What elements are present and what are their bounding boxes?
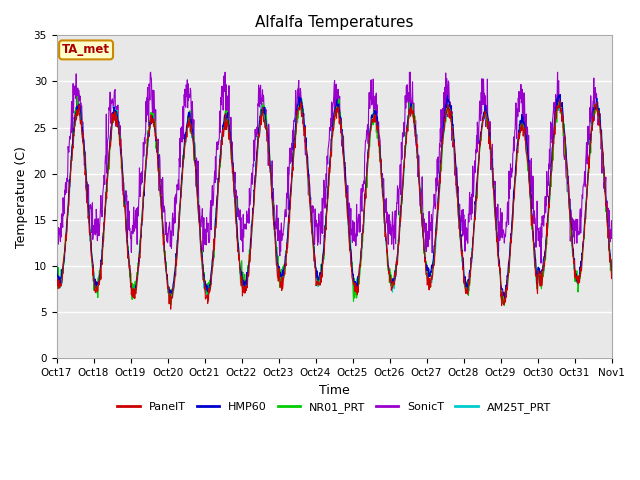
X-axis label: Time: Time xyxy=(319,384,349,396)
AM25T_PRT xyxy=(608,271,616,276)
SonicT xyxy=(493,210,501,216)
AM25T_PRT xyxy=(52,270,60,276)
Line: HMP60: HMP60 xyxy=(56,95,612,298)
NR01_PRT xyxy=(74,94,81,99)
AM25T_PRT xyxy=(500,301,508,307)
HMP60 xyxy=(542,237,550,242)
NR01_PRT xyxy=(52,269,60,275)
HMP60 xyxy=(176,204,184,210)
HMP60 xyxy=(420,247,428,253)
SonicT xyxy=(147,69,154,75)
PanelT xyxy=(52,282,60,288)
SonicT xyxy=(543,202,550,208)
AM25T_PRT xyxy=(296,100,304,106)
NR01_PRT xyxy=(500,303,508,309)
HMP60 xyxy=(238,273,246,279)
PanelT xyxy=(163,271,170,276)
Text: TA_met: TA_met xyxy=(62,43,110,57)
Line: PanelT: PanelT xyxy=(56,101,612,309)
AM25T_PRT xyxy=(176,210,184,216)
Line: AM25T_PRT: AM25T_PRT xyxy=(56,103,612,304)
AM25T_PRT xyxy=(238,277,246,283)
SonicT xyxy=(177,164,184,170)
HMP60 xyxy=(163,270,170,276)
PanelT xyxy=(542,245,550,251)
Line: SonicT: SonicT xyxy=(56,72,612,263)
AM25T_PRT xyxy=(543,238,550,243)
Title: Alfalfa Temperatures: Alfalfa Temperatures xyxy=(255,15,413,30)
Line: NR01_PRT: NR01_PRT xyxy=(56,96,612,306)
PanelT xyxy=(608,276,616,281)
NR01_PRT xyxy=(543,238,550,244)
Legend: PanelT, HMP60, NR01_PRT, SonicT, AM25T_PRT: PanelT, HMP60, NR01_PRT, SonicT, AM25T_P… xyxy=(113,397,555,417)
NR01_PRT xyxy=(163,276,171,282)
PanelT xyxy=(556,98,564,104)
PanelT xyxy=(493,235,501,241)
SonicT xyxy=(420,224,428,229)
AM25T_PRT xyxy=(163,269,170,275)
SonicT xyxy=(537,260,545,266)
HMP60 xyxy=(501,295,509,301)
PanelT xyxy=(167,306,175,312)
HMP60 xyxy=(608,267,616,273)
NR01_PRT xyxy=(608,273,616,278)
PanelT xyxy=(177,200,184,206)
SonicT xyxy=(52,235,60,241)
HMP60 xyxy=(556,92,564,97)
NR01_PRT xyxy=(239,286,246,291)
HMP60 xyxy=(52,260,60,266)
SonicT xyxy=(608,218,616,224)
SonicT xyxy=(239,228,246,233)
AM25T_PRT xyxy=(493,235,501,241)
Y-axis label: Temperature (C): Temperature (C) xyxy=(15,146,28,248)
NR01_PRT xyxy=(177,200,184,205)
SonicT xyxy=(163,239,171,244)
NR01_PRT xyxy=(493,234,501,240)
AM25T_PRT xyxy=(420,245,428,251)
PanelT xyxy=(420,251,428,256)
NR01_PRT xyxy=(420,246,428,252)
HMP60 xyxy=(493,228,500,234)
PanelT xyxy=(239,293,246,299)
